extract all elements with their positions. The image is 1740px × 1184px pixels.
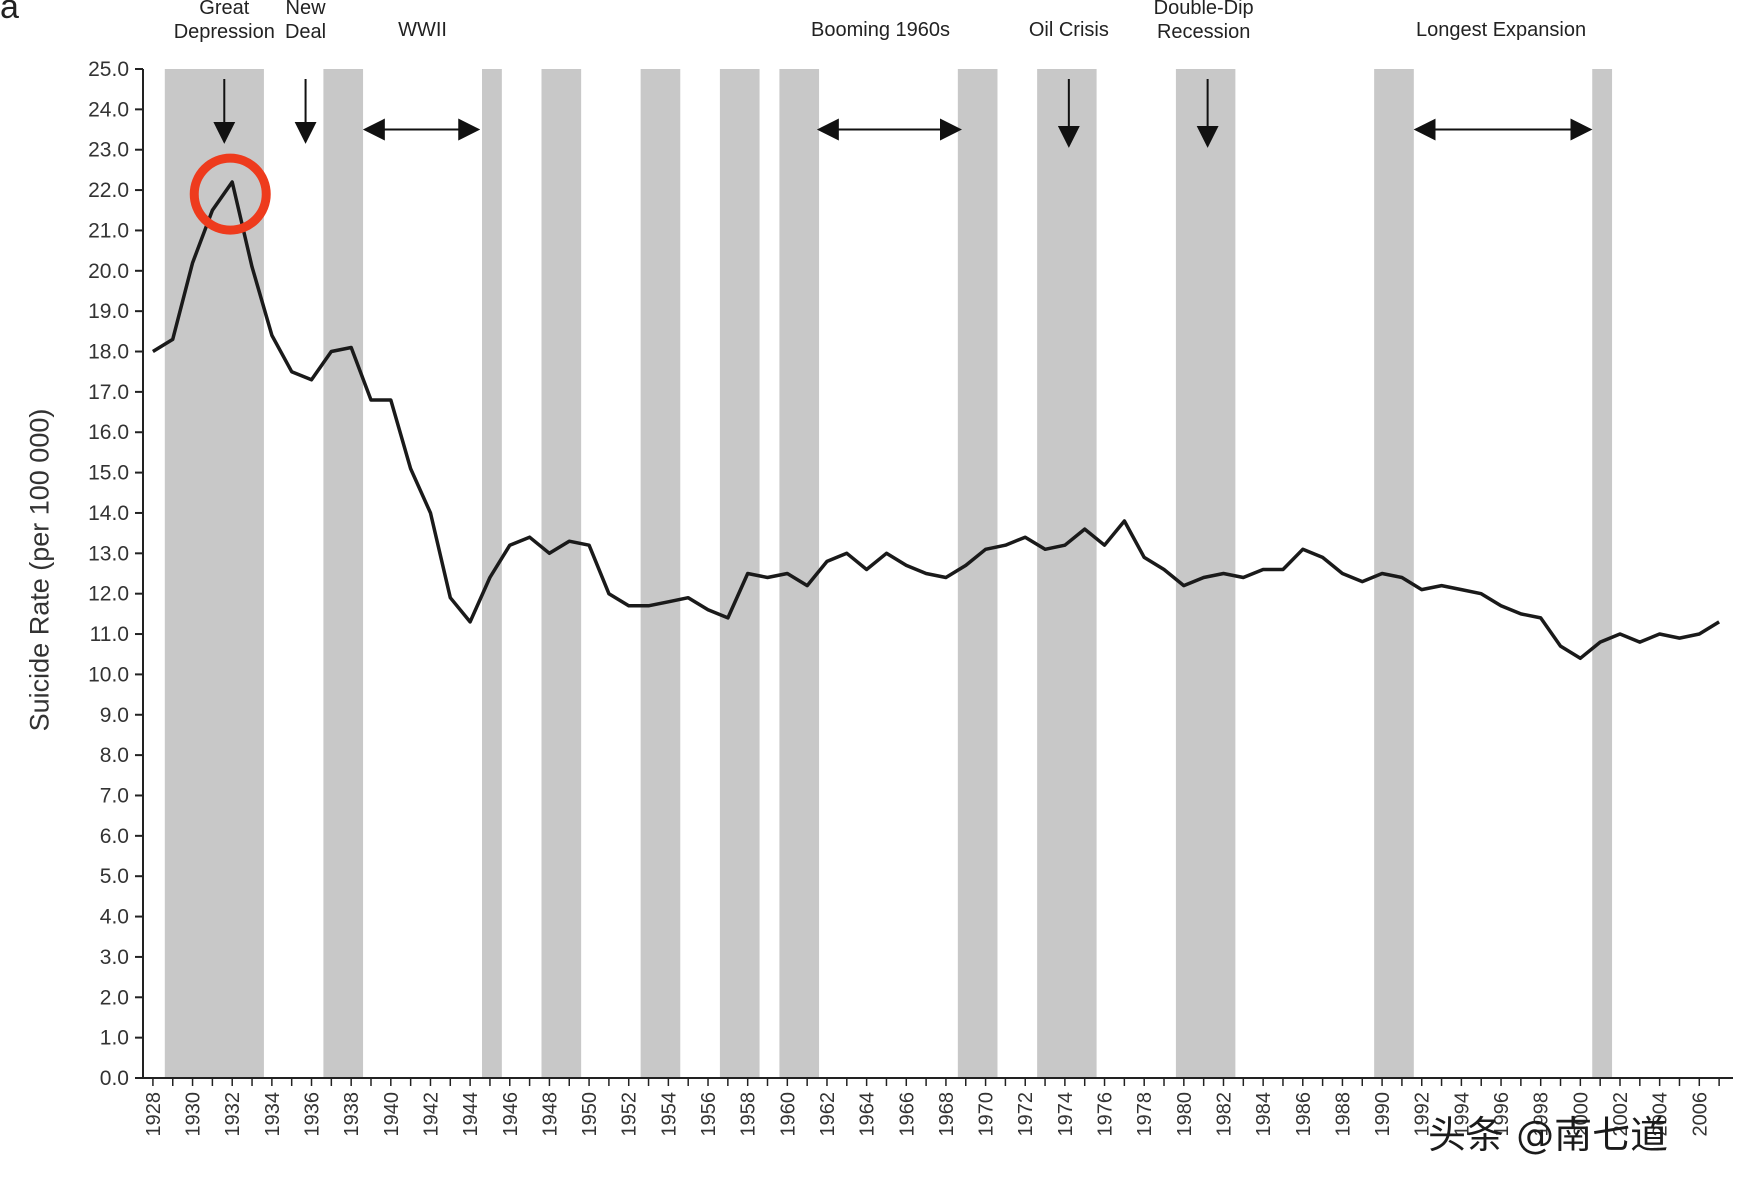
y-tick-label: 3.0 <box>100 946 129 969</box>
x-tick-label: 1974 <box>1055 1092 1077 1137</box>
annotation-longest-expansion: Longest Expansion <box>1415 19 1587 41</box>
panel-label: a <box>0 0 19 26</box>
y-tick-label: 0.0 <box>100 1067 129 1090</box>
recession-band <box>640 69 681 1078</box>
x-tick-label: 2006 <box>1689 1092 1711 1137</box>
y-tick-label: 14.0 <box>88 502 129 525</box>
annotation-booming-1960s: Booming 1960s <box>811 19 950 41</box>
y-tick-label: 24.0 <box>88 98 129 121</box>
y-tick-label: 17.0 <box>88 381 129 404</box>
x-tick-label: 2004 <box>1650 1092 1672 1137</box>
x-tick-label: 1960 <box>777 1092 799 1137</box>
annotation-double-dip: Double-Dip Recession <box>1153 0 1254 43</box>
x-tick-label: 1980 <box>1174 1092 1196 1137</box>
x-tick-label: 1978 <box>1134 1092 1156 1137</box>
x-tick-label: 1962 <box>817 1092 839 1137</box>
y-tick-label: 6.0 <box>100 825 129 848</box>
x-tick-label: 1996 <box>1491 1092 1513 1137</box>
x-tick-label: 1968 <box>936 1092 958 1137</box>
recession-band <box>1037 69 1097 1078</box>
recession-band <box>323 69 364 1078</box>
peak-highlight-circle <box>189 153 271 235</box>
x-tick-label: 1994 <box>1451 1092 1473 1137</box>
y-tick-label: 2.0 <box>100 986 129 1009</box>
x-tick-label: 1944 <box>460 1092 482 1137</box>
recession-band <box>164 69 264 1078</box>
x-tick-label: 1954 <box>658 1092 680 1137</box>
y-tick-label: 7.0 <box>100 784 129 807</box>
x-tick-label: 1982 <box>1213 1092 1235 1137</box>
x-tick-label: 1986 <box>1293 1092 1315 1137</box>
y-tick-label: 22.0 <box>88 179 129 202</box>
x-tick-label: 1972 <box>1015 1092 1037 1137</box>
x-tick-label: 1938 <box>341 1092 363 1137</box>
x-tick-label: 1934 <box>262 1092 284 1137</box>
x-tick-label: 1942 <box>420 1092 442 1137</box>
y-tick-label: 11.0 <box>90 623 129 646</box>
x-tick-label: 1932 <box>222 1092 244 1137</box>
x-tick-label: 1988 <box>1332 1092 1354 1137</box>
y-tick-label: 19.0 <box>88 300 129 323</box>
x-tick-label: 1940 <box>381 1092 403 1137</box>
x-tick-label: 1964 <box>857 1092 879 1137</box>
recession-band <box>1592 69 1613 1078</box>
annotation-oil-crisis: Oil Crisis <box>1028 19 1109 41</box>
x-tick-label: 1930 <box>183 1092 205 1137</box>
y-tick-label: 9.0 <box>100 704 129 727</box>
y-tick-label: 5.0 <box>100 865 129 888</box>
x-tick-label: 1948 <box>539 1092 561 1137</box>
y-tick-label: 12.0 <box>88 583 129 606</box>
x-tick-label: 1966 <box>896 1092 918 1137</box>
recession-band <box>541 69 582 1078</box>
y-tick-label: 10.0 <box>88 663 129 686</box>
y-tick-label: 16.0 <box>88 421 129 444</box>
x-tick-label: 1928 <box>143 1092 165 1137</box>
x-tick-label: 1976 <box>1095 1092 1117 1137</box>
recession-band <box>957 69 998 1078</box>
x-tick-label: 1990 <box>1372 1092 1394 1137</box>
y-tick-label: 8.0 <box>100 744 129 767</box>
y-tick-label: 21.0 <box>88 219 129 242</box>
y-tick-label: 18.0 <box>88 341 129 364</box>
y-tick-label: 4.0 <box>100 906 129 929</box>
x-tick-label: 2002 <box>1610 1092 1632 1137</box>
series-line <box>151 180 1721 661</box>
x-tick-label: 1936 <box>302 1092 324 1137</box>
x-tick-label: 1952 <box>619 1092 641 1137</box>
x-tick-label: 1946 <box>500 1092 522 1137</box>
x-tick-label: 1958 <box>738 1092 760 1137</box>
x-tick-label: 1950 <box>579 1092 601 1137</box>
y-tick-label: 23.0 <box>88 139 129 162</box>
y-tick-label: 25.0 <box>88 58 129 81</box>
annotation-new-deal: New Deal <box>284 0 327 43</box>
x-tick-label: 1956 <box>698 1092 720 1137</box>
y-tick-label: 20.0 <box>88 260 129 283</box>
annotation-great-depression: Great Depression <box>173 0 275 43</box>
x-tick-label: 1970 <box>976 1092 998 1137</box>
y-tick-label: 1.0 <box>100 1027 129 1050</box>
x-tick-label: 1998 <box>1531 1092 1553 1137</box>
annotation-wwii: WWII <box>398 19 447 41</box>
x-tick-label: 2000 <box>1570 1092 1592 1137</box>
x-tick-label: 1992 <box>1412 1092 1434 1137</box>
watermark: 头条 @南七道 <box>1428 1113 1669 1157</box>
y-tick-label: 13.0 <box>88 542 129 565</box>
x-tick-label: 1984 <box>1253 1092 1275 1137</box>
y-tick-label: 15.0 <box>88 462 129 485</box>
